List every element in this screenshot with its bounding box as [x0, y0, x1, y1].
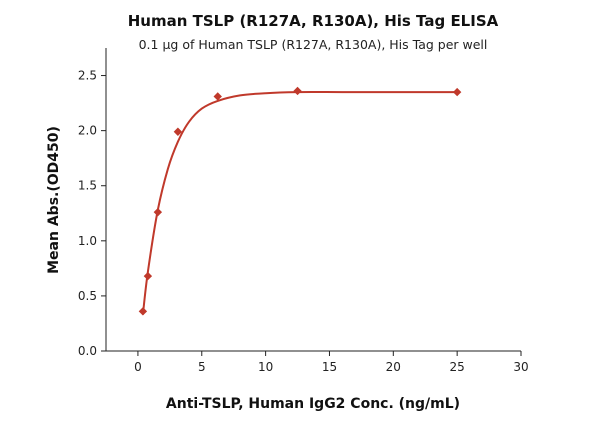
y-axis-label: Mean Abs.(OD450) — [46, 126, 62, 274]
data-point — [452, 87, 462, 97]
data-points — [138, 86, 462, 316]
data-point — [153, 207, 163, 217]
data-point — [173, 127, 183, 136]
chart-title: Human TSLP (R127A, R130A), His Tag ELISA — [128, 12, 499, 30]
y-tick-label: 2.0 — [78, 124, 97, 138]
y-tick-label: 0.5 — [78, 289, 97, 303]
data-point — [143, 271, 153, 281]
x-axis-label: Anti-TSLP, Human IgG2 Conc. (ng/mL) — [166, 396, 460, 412]
x-tick-label: 25 — [450, 360, 465, 374]
x-tick-label: 30 — [513, 360, 528, 374]
x-tick-label: 10 — [258, 360, 273, 374]
data-point — [213, 92, 222, 101]
data-point — [138, 307, 148, 316]
y-tick-label: 0.0 — [78, 344, 97, 358]
data-point — [293, 86, 302, 96]
y-axis-ticks: 0.0 0.5 1.0 1.5 2.0 2.5 — [78, 69, 106, 358]
x-tick-label: 15 — [322, 360, 337, 374]
fit-curve — [141, 91, 458, 315]
x-tick-label: 5 — [198, 360, 206, 374]
y-tick-label: 2.5 — [78, 69, 97, 83]
x-axis-ticks: 0 5 10 15 20 25 30 — [134, 351, 529, 374]
chart-subtitle: 0.1 µg of Human TSLP (R127A, R130A), His… — [139, 37, 488, 52]
x-tick-label: 20 — [386, 360, 401, 374]
y-tick-label: 1.5 — [78, 179, 97, 193]
x-tick-label: 0 — [134, 360, 142, 374]
y-tick-label: 1.0 — [78, 234, 97, 248]
